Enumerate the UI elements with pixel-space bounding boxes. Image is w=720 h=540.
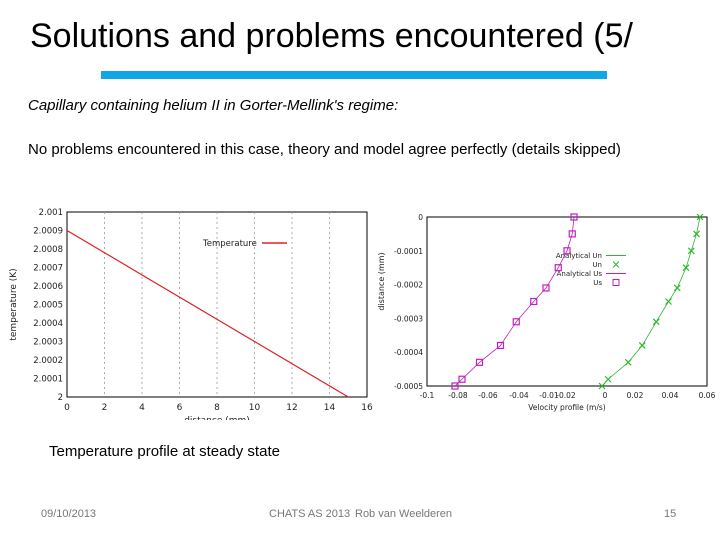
y-axis-label: temperature (K): [9, 268, 19, 340]
un-point: [624, 358, 632, 366]
y-tick-label: 2: [58, 393, 63, 403]
x-tick-label: 12: [286, 403, 297, 413]
x-axis-label: distance (mm): [184, 416, 250, 420]
us-point: [458, 375, 466, 383]
us-point: [496, 341, 505, 350]
y-tick-label: -0.0002: [394, 281, 423, 290]
x-tick-label: -0.04: [509, 391, 529, 400]
x-tick-label: 8: [214, 403, 220, 413]
us-point: [512, 318, 520, 326]
footer-event: CHATS AS 2013: [269, 508, 351, 520]
x-axis-label: Velocity profile (m/s): [528, 403, 606, 412]
us-point: [530, 297, 538, 306]
y-tick-label: 2.001: [39, 208, 63, 218]
y-tick-label: 2.0007: [33, 264, 63, 274]
footer-author: Rob van Weelderen: [355, 508, 453, 520]
y-tick-label: 0: [418, 213, 423, 222]
temperature-series-line: [66, 229, 349, 398]
y-tick-label: 2.0005: [33, 301, 63, 311]
y-tick-label: 2.0006: [33, 282, 63, 292]
figure-caption: Temperature profile at steady state: [49, 443, 280, 460]
un-point: [598, 382, 606, 390]
velocity-profile-chart: 0 -0.0001 -0.0002 -0.0003 -0.0004 -0.0005-0.1…: [377, 213, 716, 412]
x-tick-label: -0.06: [478, 391, 498, 400]
legend-label: Us: [593, 279, 602, 287]
y-tick-label: -0.0001: [394, 247, 423, 256]
us-point: [542, 284, 550, 292]
y-tick-label: -0.0004: [394, 348, 423, 357]
us-point: [570, 213, 578, 221]
x-tick-label: 0.06: [699, 391, 716, 400]
temperature-chart: 0 2 4 6 8 10 12 14 1622.00012.00022.00032.00042.…: [9, 208, 373, 420]
title-underline-bar: [101, 71, 607, 79]
y-tick-label: 2.0009: [33, 227, 63, 237]
plot-frame: [426, 216, 708, 387]
un-point: [652, 318, 660, 326]
us-point: [554, 264, 562, 272]
analytical-series-line: [454, 216, 575, 387]
slide-subtitle: Capillary containing helium II in Gorter…: [28, 97, 399, 114]
analytical-series-line: [601, 216, 701, 387]
x-tick-label: -0.08: [448, 391, 468, 400]
legend-label: Analytical Un: [556, 252, 602, 260]
footer-date: 09/10/2013: [41, 508, 97, 520]
x-tick-label: 2: [102, 403, 108, 413]
y-tick-label: 2.0004: [33, 319, 63, 329]
slide-statement: No problems encountered in this case, th…: [28, 141, 621, 158]
x-tick-label: 10: [249, 403, 261, 413]
x-tick-label: 0: [603, 391, 608, 400]
y-tick-label: -0.0005: [394, 382, 423, 391]
x-tick-label: -0.01: [539, 391, 559, 400]
legend-label: Temperature: [202, 239, 257, 249]
x-tick-label: 0.02: [627, 391, 644, 400]
us-point: [563, 247, 571, 255]
us-point: [475, 358, 484, 366]
us-point: [451, 382, 459, 390]
footer-page-number: 15: [664, 508, 677, 520]
legend-swatch: [612, 261, 620, 268]
un-point: [665, 298, 672, 305]
x-tick-label: 4: [139, 403, 145, 413]
un-point: [696, 213, 704, 221]
un-point: [673, 284, 681, 292]
y-axis-label: distance (mm): [377, 252, 386, 310]
y-tick-label: 2.0003: [33, 338, 63, 348]
x-tick-label: 14: [324, 403, 336, 413]
x-tick-label: 16: [361, 403, 373, 413]
x-tick-label: 6: [177, 403, 183, 413]
un-point: [693, 230, 700, 238]
y-tick-label: 2.0002: [33, 356, 63, 366]
x-tick-label: -0.02: [556, 391, 576, 400]
x-tick-label: 0: [64, 403, 70, 413]
legend-swatch: [612, 279, 620, 286]
legend-label: Un: [592, 261, 602, 269]
legend-label: Analytical Us: [557, 270, 603, 278]
un-point: [682, 264, 690, 272]
un-point: [638, 342, 646, 349]
y-tick-label: -0.0003: [394, 314, 423, 323]
us-point: [568, 230, 576, 238]
un-point: [687, 247, 695, 255]
slide-title: Solutions and problems encountered (5/: [30, 17, 633, 55]
x-tick-label: -0.1: [420, 391, 435, 400]
x-tick-label: 0.04: [662, 391, 679, 400]
un-point: [604, 375, 612, 383]
y-tick-label: 2.0008: [33, 245, 63, 255]
y-tick-label: 2.0001: [33, 375, 63, 385]
